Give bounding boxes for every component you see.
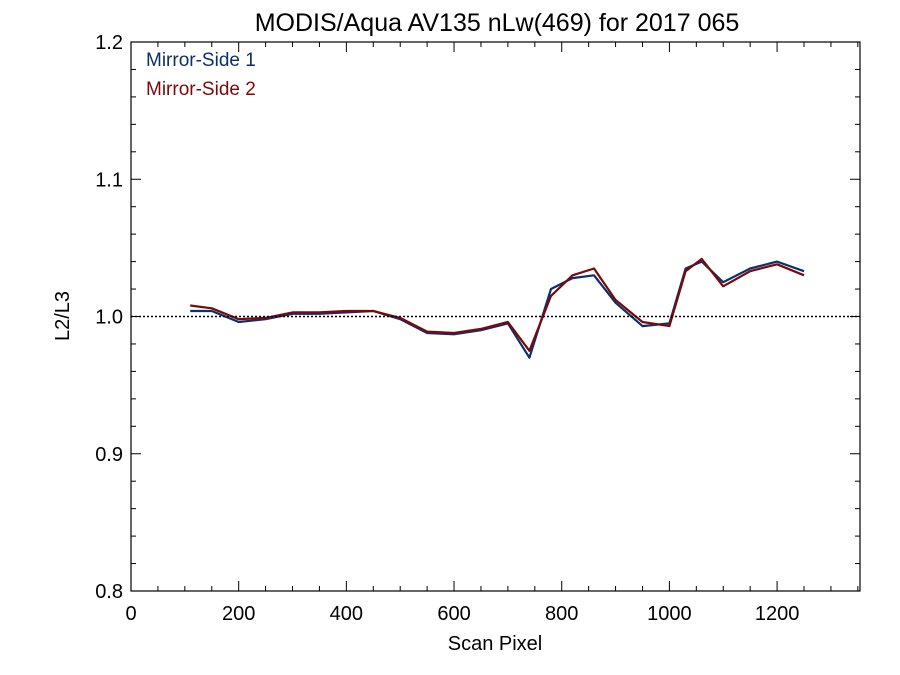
y-tick-label: 1.2 xyxy=(95,32,123,54)
x-tick-label: 400 xyxy=(330,603,363,625)
legend-mirror-side-1: Mirror-Side 1 xyxy=(146,50,256,71)
y-tick-label: 1.0 xyxy=(95,307,123,329)
axes-layer: 0 200 400 600 800 1000 1200 0.8 0.9 1.0 1.1 1.2 xyxy=(95,32,860,625)
series-layer xyxy=(190,257,805,359)
legend: Mirror-Side 1 Mirror-Side 2 xyxy=(146,50,256,100)
x-tick-label: 1200 xyxy=(755,603,800,625)
x-axis-label: Scan Pixel xyxy=(448,633,543,655)
y-tick-label: 0.8 xyxy=(95,581,123,603)
legend-mirror-side-2: Mirror-Side 2 xyxy=(146,79,256,100)
x-tick-label: 1000 xyxy=(647,603,692,625)
x-tick-label: 0 xyxy=(125,603,136,625)
x-tick-label: 200 xyxy=(222,603,255,625)
x-tick-label: 800 xyxy=(545,603,578,625)
series-line-mirror-side-1 xyxy=(190,260,805,359)
y-tick-label: 1.1 xyxy=(95,169,123,191)
y-axis-label: L2/L3 xyxy=(52,291,74,341)
chart-title: MODIS/Aqua AV135 nLw(469) for 2017 065 xyxy=(255,9,740,37)
x-tick-label: 600 xyxy=(437,603,470,625)
series-line-mirror-side-2 xyxy=(190,257,805,352)
y-tick-label: 0.9 xyxy=(95,444,123,466)
